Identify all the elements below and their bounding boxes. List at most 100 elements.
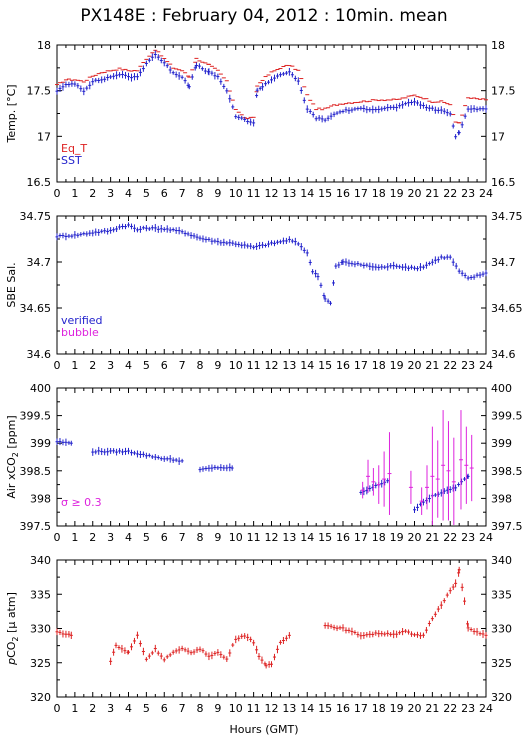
y-tick-label-right: 17.5 bbox=[491, 85, 516, 98]
series-temp-1 bbox=[55, 50, 488, 140]
y-tick-label-left: 16.5 bbox=[27, 176, 52, 189]
x-tick-label: 15 bbox=[318, 187, 332, 200]
y-tick-label-left: 335 bbox=[30, 588, 51, 601]
x-tick-label: 7 bbox=[179, 531, 186, 544]
y-tick-label-right: 18 bbox=[491, 39, 505, 52]
x-tick-label: 19 bbox=[390, 359, 404, 372]
y-tick-label-right: 16.5 bbox=[491, 176, 516, 189]
y-tick-label-right: 398.5 bbox=[491, 465, 523, 478]
x-tick-label: 9 bbox=[214, 702, 221, 715]
y-tick-label-right: 34.75 bbox=[491, 210, 523, 223]
x-tick-label: 14 bbox=[300, 702, 314, 715]
x-tick-label: 14 bbox=[300, 531, 314, 544]
series-pco2-0 bbox=[55, 566, 488, 669]
y-tick-label-right: 17 bbox=[491, 130, 505, 143]
x-tick-label: 3 bbox=[107, 359, 114, 372]
x-tick-label: 11 bbox=[247, 187, 261, 200]
x-tick-label: 15 bbox=[318, 702, 332, 715]
x-tick-label: 4 bbox=[125, 359, 132, 372]
x-tick-label: 12 bbox=[265, 702, 279, 715]
x-tick-label: 6 bbox=[161, 531, 168, 544]
x-tick-label: 13 bbox=[282, 702, 296, 715]
y-axis-label: SBE Sal. bbox=[5, 262, 18, 307]
y-tick-label-right: 34.65 bbox=[491, 302, 523, 315]
x-tick-label: 17 bbox=[354, 531, 368, 544]
x-tick-label: 16 bbox=[336, 359, 350, 372]
x-tick-label: 13 bbox=[282, 531, 296, 544]
x-tick-label: 2 bbox=[89, 187, 96, 200]
x-tick-label: 17 bbox=[354, 187, 368, 200]
x-tick-label: 17 bbox=[354, 359, 368, 372]
y-tick-label-left: 398 bbox=[30, 492, 51, 505]
x-tick-label: 14 bbox=[300, 359, 314, 372]
plot-frame bbox=[56, 559, 487, 698]
x-tick-label: 9 bbox=[214, 187, 221, 200]
panel-xco2: 0 1 2 3 4 5 6 7 8 9 10 11 12 13 14 15 16 17 18 19 20 21 22 23 24… bbox=[5, 382, 523, 544]
y-tick-label-right: 399 bbox=[491, 437, 512, 450]
x-tick-label: 0 bbox=[54, 702, 61, 715]
y-axis-label: Temp. [°C] bbox=[5, 84, 18, 143]
y-tick-label-right: 320 bbox=[491, 691, 512, 704]
x-tick-label: 10 bbox=[229, 187, 243, 200]
x-tick-label: 1 bbox=[71, 702, 78, 715]
y-tick-label-left: 34.65 bbox=[20, 302, 52, 315]
series-temp-0 bbox=[55, 49, 488, 124]
x-tick-label: 10 bbox=[229, 531, 243, 544]
x-tick-label: 18 bbox=[372, 359, 386, 372]
x-tick-label: 5 bbox=[143, 359, 150, 372]
x-tick-label: 6 bbox=[161, 702, 168, 715]
x-tick-label: 18 bbox=[372, 702, 386, 715]
x-tick-label: 15 bbox=[318, 531, 332, 544]
x-axis-label: Hours (GMT) bbox=[229, 723, 298, 736]
x-tick-label: 6 bbox=[161, 187, 168, 200]
x-tick-label: 5 bbox=[143, 531, 150, 544]
x-tick-label: 24 bbox=[479, 359, 493, 372]
x-tick-label: 8 bbox=[197, 359, 204, 372]
panel-temp: 0 1 2 3 4 5 6 7 8 9 10 11 12 13 14 15 16 17 18 19 20 21 22 23 24… bbox=[5, 39, 516, 200]
x-tick-label: 22 bbox=[443, 702, 457, 715]
x-tick-label: 21 bbox=[425, 702, 439, 715]
x-tick-label: 12 bbox=[265, 359, 279, 372]
x-tick-label: 22 bbox=[443, 531, 457, 544]
series-xco2-0 bbox=[55, 438, 470, 514]
x-tick-label: 15 bbox=[318, 359, 332, 372]
x-tick-label: 5 bbox=[143, 187, 150, 200]
legend-entry: Eq_T bbox=[61, 142, 87, 155]
x-tick-label: 20 bbox=[408, 359, 422, 372]
plot-panels: 0 1 2 3 4 5 6 7 8 9 10 11 12 13 14 15 16 17 18 19 20 21 22 23 24… bbox=[5, 39, 523, 715]
x-tick-label: 2 bbox=[89, 702, 96, 715]
x-tick-label: 24 bbox=[479, 531, 493, 544]
x-tick-label: 24 bbox=[479, 702, 493, 715]
y-axis-label: pCO2 [μ atm] bbox=[5, 592, 20, 666]
x-tick-label: 10 bbox=[229, 702, 243, 715]
x-tick-label: 24 bbox=[479, 187, 493, 200]
y-tick-label-left: 34.7 bbox=[27, 256, 52, 269]
x-tick-label: 19 bbox=[390, 531, 404, 544]
legend-entry: bubble bbox=[61, 326, 99, 339]
x-tick-label: 8 bbox=[197, 702, 204, 715]
y-tick-label-left: 17.5 bbox=[27, 85, 52, 98]
y-tick-label-left: 340 bbox=[30, 554, 51, 567]
x-tick-label: 18 bbox=[372, 531, 386, 544]
y-tick-label-left: 398.5 bbox=[20, 465, 52, 478]
x-tick-label: 9 bbox=[214, 531, 221, 544]
x-tick-label: 1 bbox=[71, 359, 78, 372]
panel-pco2: 0 1 2 3 4 5 6 7 8 9 10 11 12 13 14 15 16 17 18 19 20 21 22 23 24… bbox=[5, 554, 512, 715]
x-tick-label: 11 bbox=[247, 702, 261, 715]
y-tick-label-right: 330 bbox=[491, 623, 512, 636]
y-tick-label-left: 400 bbox=[30, 382, 51, 395]
x-tick-label: 1 bbox=[71, 187, 78, 200]
x-tick-label: 22 bbox=[443, 187, 457, 200]
y-tick-label-left: 397.5 bbox=[20, 520, 52, 533]
y-tick-label-right: 34.6 bbox=[491, 348, 516, 361]
y-tick-label-right: 400 bbox=[491, 382, 512, 395]
series-xco2-1 bbox=[360, 410, 474, 525]
x-tick-label: 20 bbox=[408, 531, 422, 544]
plot-frame bbox=[56, 215, 487, 355]
y-tick-label-right: 335 bbox=[491, 588, 512, 601]
y-tick-label-left: 320 bbox=[30, 691, 51, 704]
y-tick-label-right: 397.5 bbox=[491, 520, 523, 533]
x-tick-label: 23 bbox=[461, 359, 475, 372]
x-tick-label: 16 bbox=[336, 531, 350, 544]
